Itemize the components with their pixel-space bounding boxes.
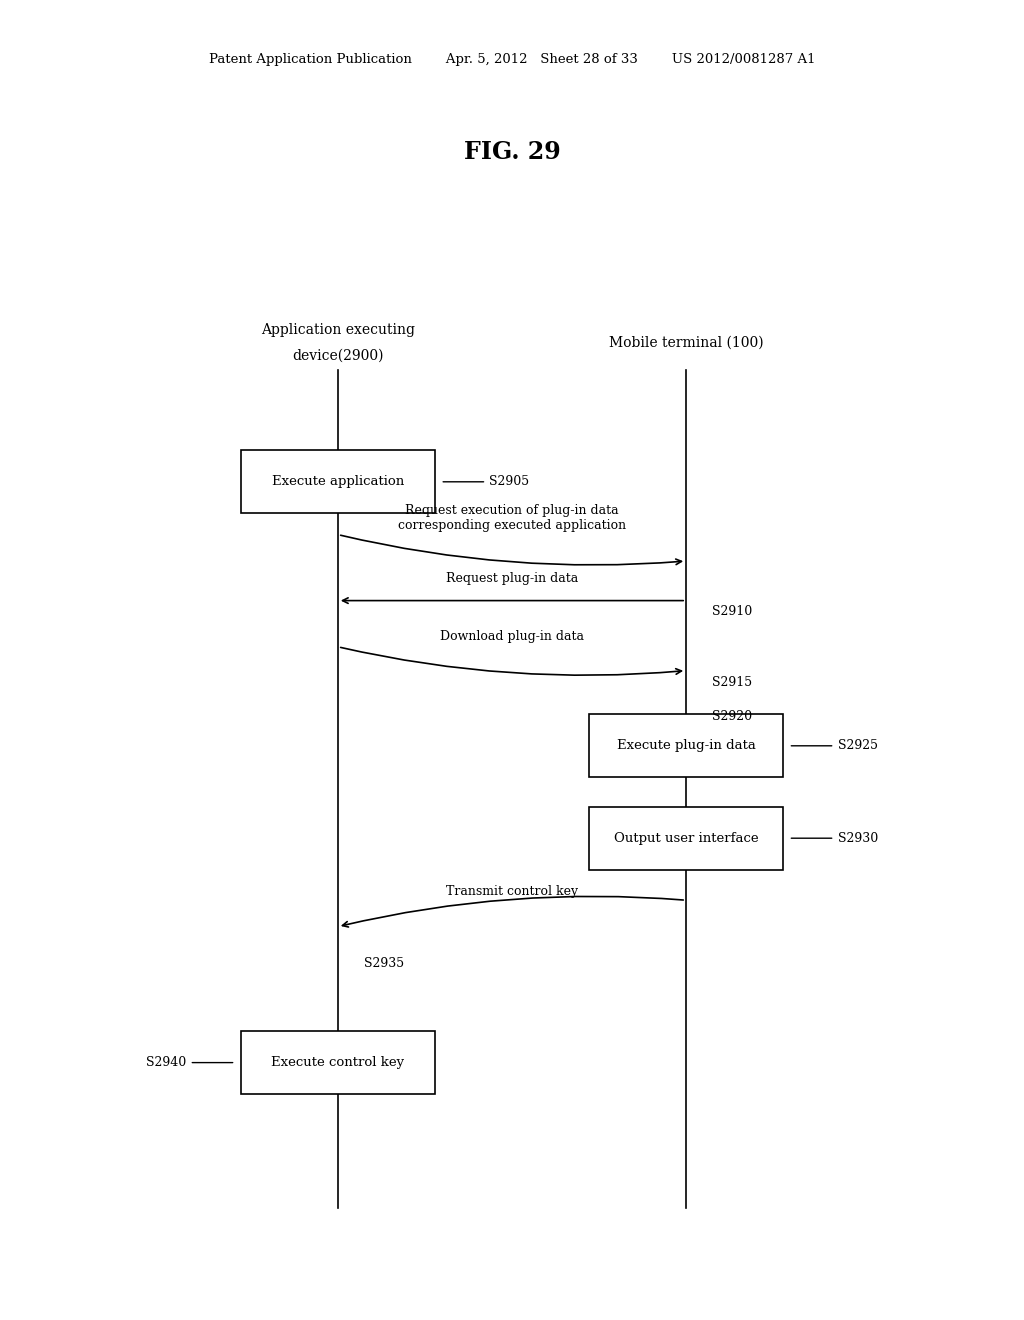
Text: Execute control key: Execute control key — [271, 1056, 404, 1069]
Text: Patent Application Publication        Apr. 5, 2012   Sheet 28 of 33        US 20: Patent Application Publication Apr. 5, 2… — [209, 53, 815, 66]
FancyBboxPatch shape — [241, 1031, 435, 1094]
Text: S2940: S2940 — [146, 1056, 186, 1069]
Text: Request execution of plug-in data
corresponding executed application: Request execution of plug-in data corres… — [398, 504, 626, 532]
Text: Execute plug-in data: Execute plug-in data — [616, 739, 756, 752]
FancyBboxPatch shape — [589, 714, 783, 777]
Text: FIG. 29: FIG. 29 — [464, 140, 560, 164]
Text: S2915: S2915 — [712, 676, 752, 689]
FancyBboxPatch shape — [589, 807, 783, 870]
Text: S2910: S2910 — [712, 605, 752, 618]
Text: Application executing: Application executing — [261, 322, 415, 337]
Text: Request plug-in data: Request plug-in data — [445, 572, 579, 585]
Text: S2935: S2935 — [364, 957, 403, 970]
Text: S2920: S2920 — [712, 710, 752, 723]
Text: S2905: S2905 — [489, 475, 529, 488]
Text: Mobile terminal (100): Mobile terminal (100) — [608, 335, 764, 350]
Text: Output user interface: Output user interface — [613, 832, 759, 845]
Text: Transmit control key: Transmit control key — [445, 884, 579, 898]
Text: Download plug-in data: Download plug-in data — [440, 630, 584, 643]
Text: S2925: S2925 — [838, 739, 878, 752]
Text: Execute application: Execute application — [271, 475, 404, 488]
Text: device(2900): device(2900) — [292, 348, 384, 363]
Text: S2930: S2930 — [838, 832, 878, 845]
FancyBboxPatch shape — [241, 450, 435, 513]
